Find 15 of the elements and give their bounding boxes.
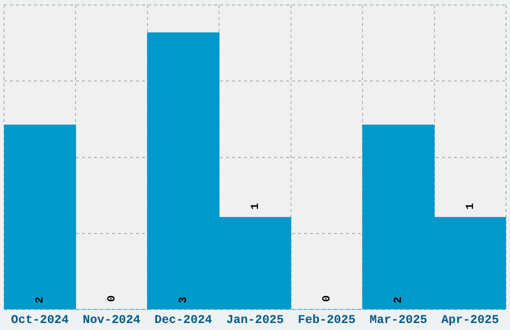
- x-tick-label: Mar-2025: [370, 312, 428, 327]
- x-tick-label: Nov-2024: [82, 312, 140, 327]
- x-tick-label: Oct-2024: [11, 312, 69, 327]
- bar: [4, 124, 76, 310]
- x-tick-label: Apr-2025: [441, 312, 499, 327]
- data-label: 1: [250, 202, 262, 210]
- data-label: 2: [34, 296, 47, 304]
- x-tick-label: Jan-2025: [226, 312, 284, 327]
- data-label: 2: [393, 296, 406, 304]
- data-label: 0: [321, 295, 334, 302]
- x-tick-label: Dec-2024: [154, 312, 212, 327]
- x-tick-label: Feb-2025: [298, 312, 356, 327]
- data-label: 0: [106, 295, 118, 302]
- data-label: 1: [464, 202, 477, 210]
- data-label: 3: [178, 296, 190, 304]
